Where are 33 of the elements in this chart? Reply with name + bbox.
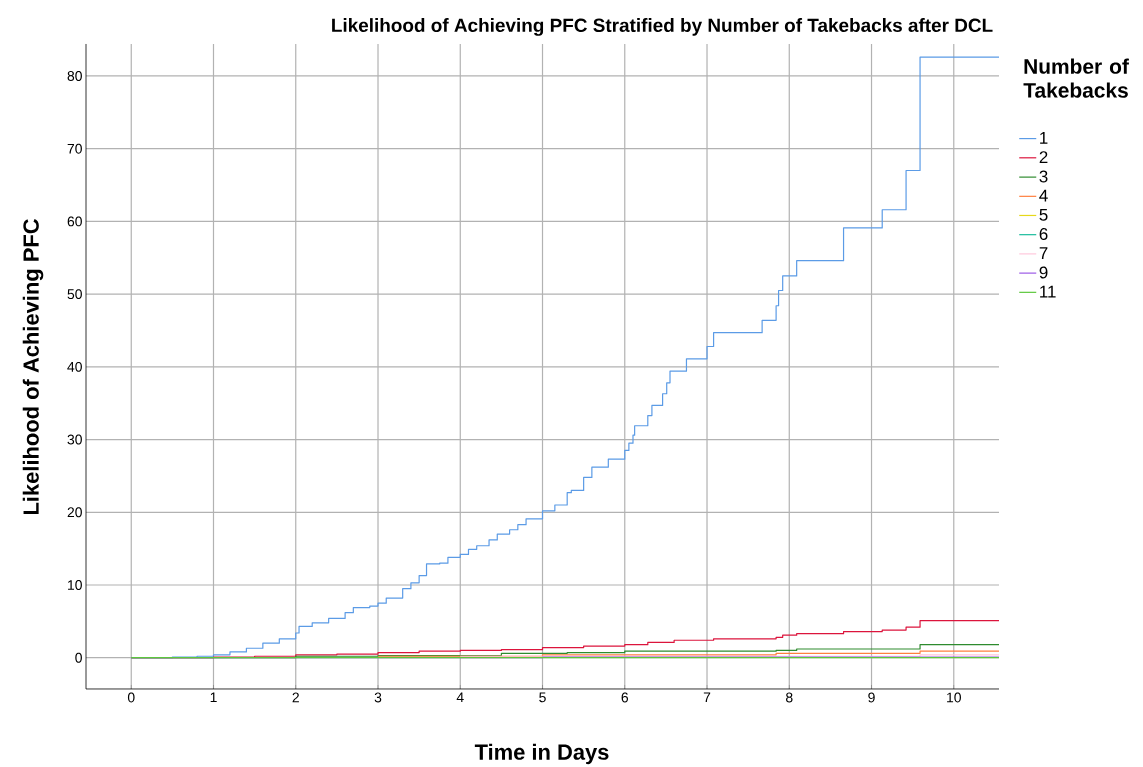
- y-tick-label: 0: [75, 652, 82, 663]
- y-tick-label: 70: [67, 143, 82, 154]
- x-tick-label: 2: [292, 692, 299, 703]
- legend-label: 9: [1039, 266, 1048, 279]
- x-tick-label: 6: [621, 692, 629, 703]
- x-tick-label: 1: [210, 692, 217, 703]
- legend-label: 4: [1039, 189, 1048, 202]
- legend-label: 11: [1040, 285, 1056, 298]
- y-tick-label: 10: [68, 580, 82, 590]
- legend-label: 6: [1039, 228, 1048, 241]
- x-tick-label: 0: [127, 692, 135, 703]
- x-tick-label: 4: [456, 692, 464, 703]
- legend-title: Number of Takebacks: [1023, 58, 1129, 98]
- x-tick-label: 8: [786, 692, 793, 703]
- x-tick-label: 10: [947, 692, 961, 703]
- y-tick-label: 80: [67, 71, 82, 81]
- legend-label: 2: [1039, 151, 1048, 163]
- legend-label: 5: [1039, 208, 1048, 221]
- x-tick-label: 7: [703, 692, 711, 703]
- legend-label: 1: [1040, 132, 1048, 144]
- x-axis-title: Time in Days: [474, 743, 609, 765]
- y-axis-title: Likelihood of Achieving PFC: [22, 219, 44, 515]
- y-tick-label: 60: [67, 216, 82, 227]
- y-tick-label: 30: [67, 434, 82, 445]
- x-tick-label: 5: [539, 692, 546, 703]
- x-tick-label: 3: [374, 692, 382, 703]
- x-tick-label: 9: [868, 692, 875, 703]
- y-tick-label: 20: [67, 507, 82, 518]
- legend-label: 7: [1039, 247, 1048, 259]
- chart-title: Likelihood of Achieving PFC Stratified by Number of Takebacks after DCL: [332, 18, 993, 36]
- legend-label: 3: [1039, 170, 1048, 183]
- y-tick-label: 50: [67, 289, 82, 300]
- y-tick-label: 40: [67, 361, 82, 372]
